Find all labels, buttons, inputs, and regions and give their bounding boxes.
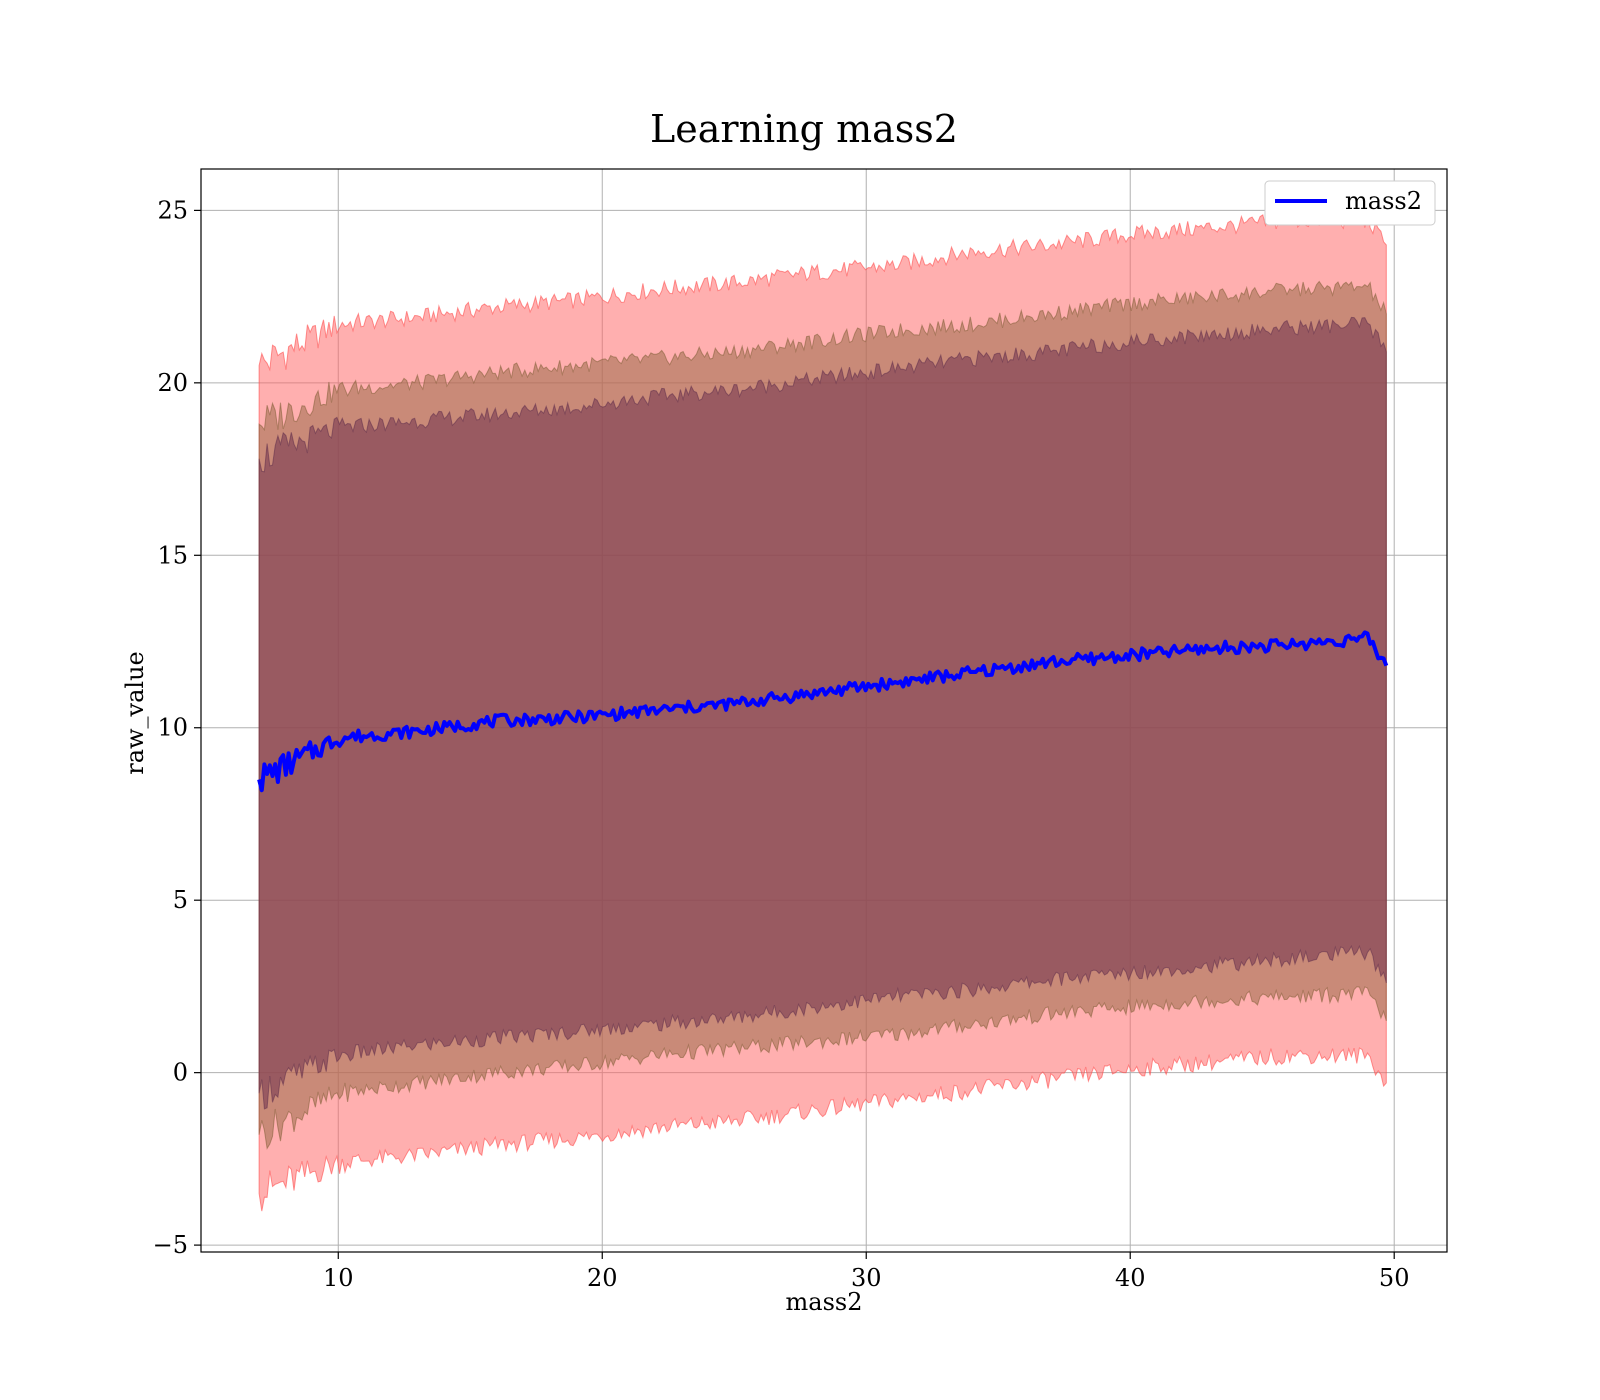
- x-tick-label: 20: [587, 1264, 618, 1292]
- x-axis-label: mass2: [786, 1288, 863, 1316]
- legend: mass2: [1264, 180, 1436, 226]
- x-tick-label: 30: [851, 1264, 882, 1292]
- mean-line: [257, 630, 1389, 793]
- x-tick-label: 10: [323, 1264, 354, 1292]
- y-tick-label: −5: [153, 1231, 188, 1259]
- bands: [258, 210, 1387, 1212]
- plot-area: [200, 168, 1448, 1253]
- y-ticks: −5 0 5 10 15 20 25: [153, 196, 201, 1259]
- y-tick-label: 15: [157, 541, 188, 569]
- x-tick-label: 40: [1115, 1264, 1146, 1292]
- legend-box: [1264, 180, 1436, 226]
- x-ticks: 10 20 30 40 50: [323, 1252, 1409, 1292]
- chart-title: Learning mass2: [650, 107, 958, 151]
- band-inner: [258, 316, 1387, 1110]
- legend-label-mass2: mass2: [1345, 187, 1422, 215]
- y-tick-label: 20: [157, 369, 188, 397]
- y-axis-label: raw_value: [121, 651, 149, 775]
- y-tick-label: 5: [173, 886, 188, 914]
- x-tick-label: 50: [1379, 1264, 1410, 1292]
- y-tick-label: 0: [173, 1059, 188, 1087]
- plot-frame: [200, 168, 1448, 1253]
- y-tick-label: 25: [157, 196, 188, 224]
- y-tick-label: 10: [157, 714, 188, 742]
